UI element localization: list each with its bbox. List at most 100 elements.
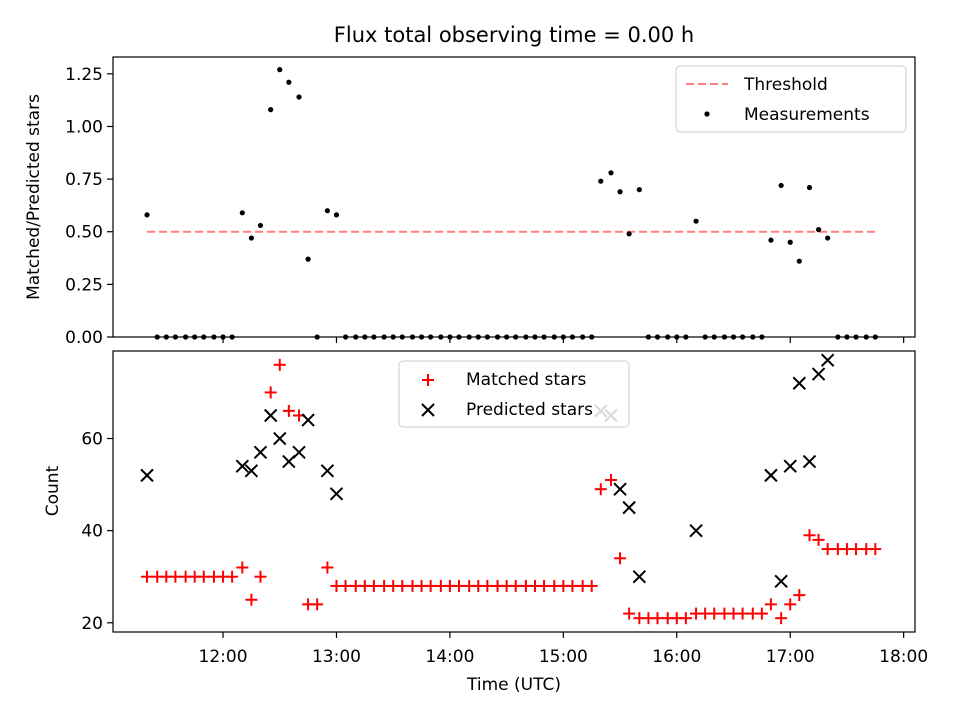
- predicted-star-point: [273, 431, 287, 446]
- x-tick-label: 14:00: [425, 647, 474, 667]
- measurement-point: [806, 184, 813, 191]
- top-y-tick-label: 0.00: [65, 328, 103, 348]
- matched-star-point: [509, 579, 522, 592]
- legend-predicted-marker: [421, 403, 435, 417]
- matched-star-point: [585, 579, 598, 592]
- top-y-tick-label: 0.50: [65, 223, 103, 243]
- matched-star-point: [245, 593, 258, 606]
- matched-star-point: [651, 612, 664, 625]
- matched-star-point: [850, 543, 863, 556]
- matched-star-point: [604, 473, 617, 486]
- top-legend: Threshold Measurements: [675, 65, 907, 133]
- measurement-point: [277, 67, 283, 73]
- measurement-point: [598, 178, 604, 184]
- bottom-legend: Matched stars Predicted stars: [398, 360, 630, 428]
- x-tick-label: 15:00: [539, 647, 588, 667]
- measurement-point: [268, 107, 274, 113]
- legend-x-glyph: [421, 403, 435, 417]
- predicted-star-point: [764, 468, 778, 483]
- measurement-point: [636, 187, 642, 193]
- matched-star-point: [538, 579, 551, 592]
- x-tick-label: 17:00: [766, 647, 815, 667]
- measurement-point: [239, 210, 245, 216]
- matched-star-point: [311, 598, 324, 611]
- x-tick-label: 18:00: [879, 647, 928, 667]
- legend-plus-glyph: [422, 374, 434, 386]
- measurement-point: [608, 170, 614, 176]
- measurement-point: [257, 222, 264, 229]
- top-y-tick-label: 0.25: [65, 275, 103, 295]
- predicted-star-point: [783, 459, 797, 473]
- bottom-axes-frame: [112, 350, 916, 633]
- matched-star-point: [424, 579, 437, 592]
- matched-star-point: [236, 561, 249, 574]
- measurement-point: [825, 235, 831, 241]
- matched-star-point: [141, 570, 154, 583]
- matched-star-point: [793, 589, 806, 602]
- x-tick-label: 13:00: [312, 647, 361, 667]
- matched-star-point: [812, 533, 825, 546]
- measurement-point: [617, 189, 623, 195]
- legend-threshold-label: Threshold: [743, 75, 828, 95]
- matched-star-point: [623, 607, 636, 620]
- bottom-y-axis-label: Count: [43, 465, 63, 516]
- matched-star-point: [679, 612, 692, 625]
- legend-predicted-label: Predicted stars: [466, 400, 593, 420]
- matched-star-point: [821, 543, 834, 556]
- matched-star-point: [736, 607, 749, 620]
- matched-star-point: [481, 579, 494, 592]
- legend-measurements-marker: [704, 111, 710, 117]
- measurement-point: [796, 258, 802, 264]
- matched-star-point: [339, 579, 352, 592]
- matched-star-point: [367, 579, 380, 592]
- matched-star-point: [566, 579, 579, 592]
- matched-star-point: [869, 543, 882, 556]
- measurement-point: [144, 212, 150, 218]
- top-y-tick-label: 1.00: [65, 117, 103, 137]
- measurement-point: [324, 208, 330, 214]
- matched-star-point: [169, 570, 182, 583]
- measurement-point: [626, 231, 632, 237]
- matched-star-point: [755, 607, 768, 620]
- matched-star-point: [452, 579, 465, 592]
- legend-matched-marker: [422, 374, 434, 386]
- predicted-star-point: [622, 500, 636, 515]
- matched-star-point: [282, 404, 295, 417]
- matched-star-point: [264, 386, 277, 399]
- measurement-point: [768, 237, 774, 243]
- predicted-star-point: [263, 408, 278, 423]
- predicted-star-point: [329, 487, 344, 501]
- top-legend-box: [675, 65, 907, 133]
- predicted-star-point: [320, 464, 335, 478]
- predicted-star-point: [613, 482, 627, 496]
- legend-measurements-label: Measurements: [744, 105, 870, 125]
- matched-star-point: [784, 598, 797, 611]
- predicted-star-point: [689, 523, 703, 538]
- predicted-star-point: [301, 413, 315, 427]
- matched-star-point: [708, 607, 721, 620]
- predicted-star-point: [792, 376, 807, 390]
- matched-star-point: [594, 483, 607, 496]
- top-axis-ticks: 0.00 0.25 0.50 0.75 1.00 1.25: [65, 65, 905, 348]
- matched-star-point: [226, 570, 239, 583]
- top-y-tick-label: 0.75: [65, 170, 103, 190]
- matched-star-point: [321, 561, 334, 574]
- predicted-star-point: [140, 468, 154, 483]
- measurement-point: [815, 227, 822, 233]
- x-tick-label: 12:00: [199, 647, 248, 667]
- measurement-point: [305, 256, 311, 262]
- chart-title: Flux total observing time = 0.00 h: [334, 23, 694, 47]
- matched-star-point: [273, 358, 286, 371]
- top-plot-area: [144, 67, 878, 340]
- predicted-star-point: [632, 570, 647, 584]
- top-y-tick-label: 1.25: [65, 65, 103, 85]
- predicted-star-point: [235, 459, 250, 473]
- matched-star-point: [396, 579, 409, 592]
- measurement-point: [787, 239, 793, 245]
- legend-matched-label: Matched stars: [466, 370, 586, 390]
- predicted-star-point: [253, 445, 268, 460]
- top-y-axis-label: Matched/Predicted stars: [24, 94, 44, 300]
- matched-star-point: [197, 570, 210, 583]
